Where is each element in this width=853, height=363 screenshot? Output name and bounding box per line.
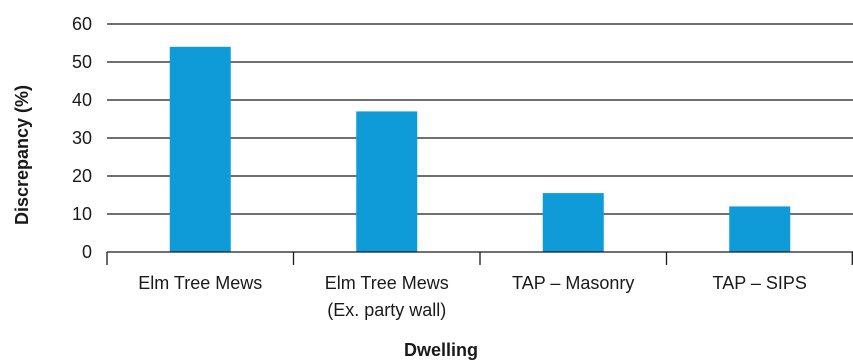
y-tick-label: 20 <box>72 166 92 186</box>
bars <box>169 46 791 253</box>
y-axis-title: Discrepancy (%) <box>12 85 32 225</box>
y-tick-label: 40 <box>72 90 92 110</box>
x-category-label: (Ex. party wall) <box>327 300 446 320</box>
bar <box>356 111 418 253</box>
y-tick-label: 0 <box>82 242 92 262</box>
gridlines <box>107 23 853 215</box>
x-category-label: TAP – SIPS <box>713 273 807 293</box>
x-axis-title: Dwelling <box>404 340 478 360</box>
y-axis-tick-labels: 0 10 20 30 40 50 60 <box>72 14 92 262</box>
x-category-label: Elm Tree Mews <box>325 273 449 293</box>
x-axis-category-labels: Elm Tree Mews Elm Tree Mews (Ex. party wal… <box>138 273 807 320</box>
y-tick-label: 60 <box>72 14 92 34</box>
bar <box>169 46 231 252</box>
x-axis <box>106 251 853 265</box>
y-tick-label: 10 <box>72 204 92 224</box>
bar <box>729 206 791 252</box>
x-category-label: TAP – Masonry <box>512 273 634 293</box>
y-tick-label: 30 <box>72 128 92 148</box>
bar <box>542 193 604 252</box>
y-tick-label: 50 <box>72 52 92 72</box>
x-category-label: Elm Tree Mews <box>138 273 262 293</box>
